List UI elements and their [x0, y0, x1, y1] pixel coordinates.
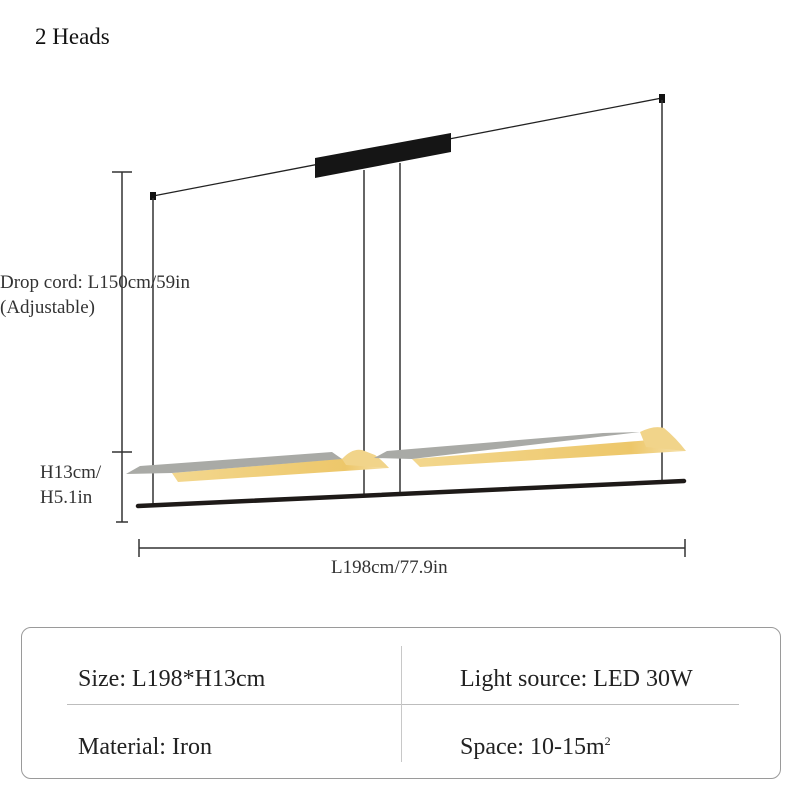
divider-vertical [401, 646, 402, 762]
lamp-shade-left-end [342, 449, 389, 468]
lamp-shade-right [412, 437, 686, 467]
spec-material: Material: Iron [78, 734, 212, 760]
length-label: L198cm/77.9in [331, 557, 448, 578]
spec-table: Size: L198*H13cm Light source: LED 30W M… [21, 627, 781, 779]
canopy [315, 133, 451, 178]
drop-cord-adjustable-label: (Adjustable) [0, 297, 95, 318]
wire-anchor-right [659, 94, 665, 103]
spec-light-source: Light source: LED 30W [460, 666, 693, 692]
spec-space: Space: 10-15m2 [460, 734, 611, 761]
spec-space-text: Space: 10-15m [460, 734, 605, 760]
divider-horizontal [67, 704, 739, 705]
wire-anchor-left [150, 192, 156, 200]
lamp-shade-left-top [126, 452, 342, 474]
pendant-light-diagram [112, 94, 687, 557]
lamp-shade-right-end [640, 427, 686, 451]
lamp-shade-right-top [374, 432, 640, 459]
light-bar [135, 478, 687, 509]
spec-space-superscript: 2 [604, 734, 611, 748]
height-label-in: H5.1in [40, 487, 93, 508]
lamp-shade-left [172, 455, 389, 482]
height-label-cm: H13cm/ [40, 462, 102, 483]
spec-size: Size: L198*H13cm [78, 666, 266, 692]
heading-variant: 2 Heads [35, 24, 110, 49]
drop-cord-label: Drop cord: L150cm/59in [0, 272, 190, 293]
